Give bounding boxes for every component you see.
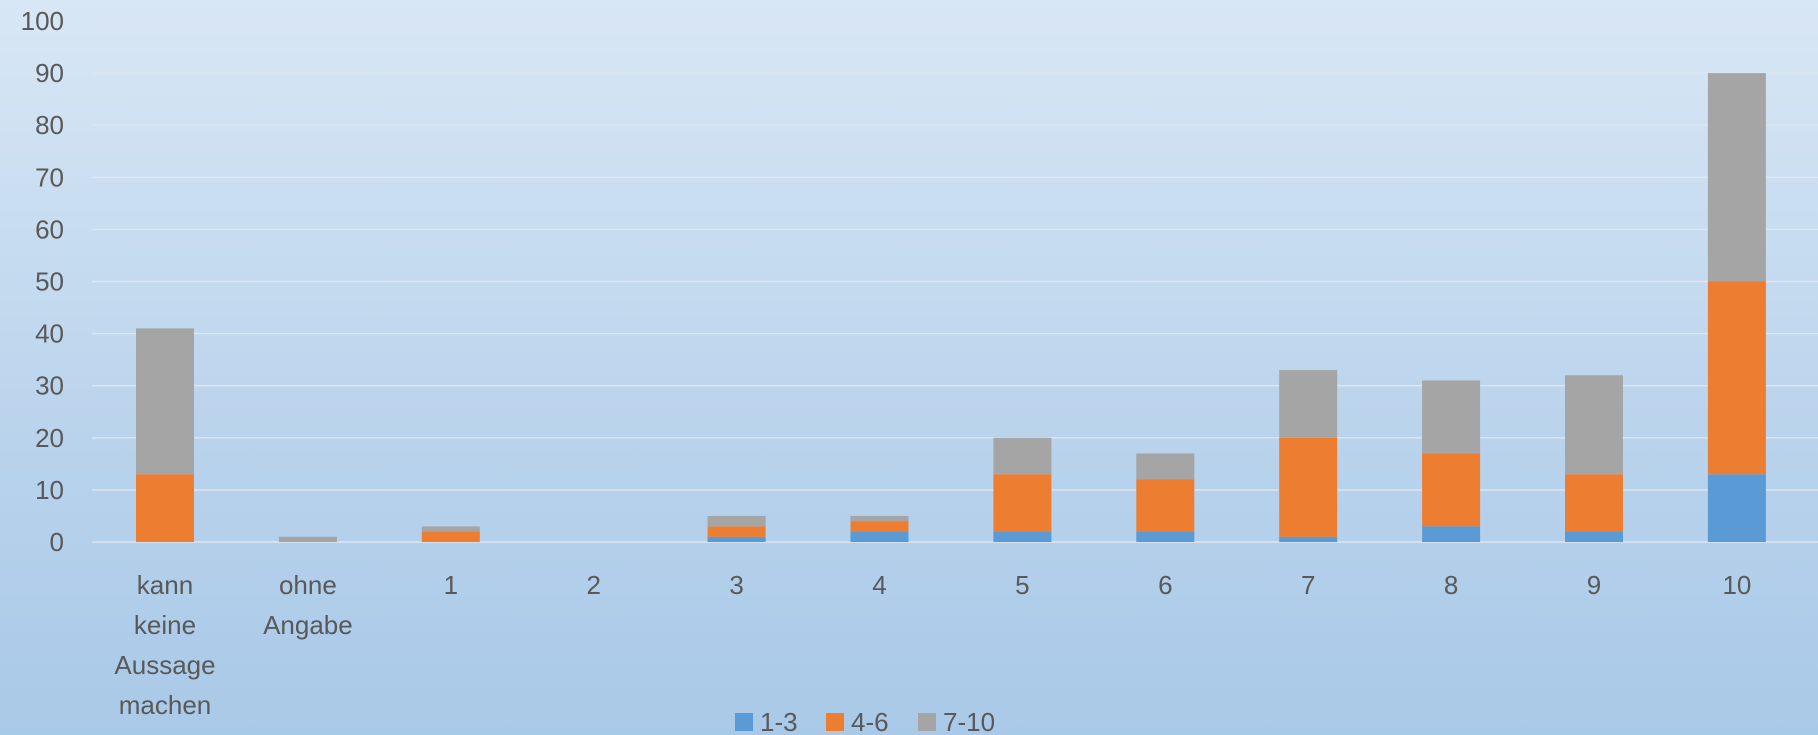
- y-tick-label: 10: [35, 475, 64, 505]
- x-tick-label-line: keine: [134, 610, 196, 640]
- legend: 1-3 4-6 7-10: [735, 707, 995, 735]
- x-tick-label-line: 7: [1301, 570, 1315, 600]
- bar-segment-1-3: [1565, 531, 1623, 542]
- y-axis: 0 10 20 30 40 50 60 70 80 90 100: [21, 6, 64, 557]
- bar-segment-4-6: [993, 474, 1052, 532]
- bar-segment-7-10: [278, 536, 337, 542]
- bar-segment-7-10: [1136, 453, 1195, 480]
- x-tick-label: 9: [1587, 570, 1601, 600]
- x-tick-label: kann keine Aussage machen: [114, 570, 215, 720]
- bar-segment-4-6: [850, 521, 909, 532]
- bar-segment-1-3: [1136, 531, 1195, 542]
- x-tick-label-line: 4: [872, 570, 886, 600]
- x-tick-label-line: 8: [1444, 570, 1458, 600]
- x-tick-label-line: 3: [729, 570, 743, 600]
- bars: [136, 73, 1766, 542]
- x-tick-label-line: Angabe: [263, 610, 353, 640]
- bar-segment-7-10: [993, 437, 1052, 475]
- bar-segment-1-3: [993, 531, 1052, 542]
- y-tick-label: 100: [21, 6, 64, 36]
- x-tick-label: ohne Angabe: [263, 570, 353, 640]
- y-tick-label: 0: [50, 527, 64, 557]
- bar-segment-4-6: [1136, 479, 1195, 532]
- bar-segment-1-3: [1707, 474, 1766, 542]
- x-tick-label-line: machen: [119, 690, 212, 720]
- x-tick-label: 1: [444, 570, 458, 600]
- bar-segment-7-10: [1279, 370, 1338, 438]
- bar-segment-4-6: [421, 531, 480, 542]
- legend-label: 1-3: [760, 707, 798, 735]
- x-tick-label-line: 5: [1015, 570, 1029, 600]
- bar-segment-4-6: [1422, 453, 1481, 527]
- bar-segment-4-6: [1279, 437, 1338, 537]
- x-tick-label-line: Aussage: [114, 650, 215, 680]
- legend-swatch: [826, 713, 844, 731]
- y-tick-label: 70: [35, 162, 64, 192]
- x-tick-label: 7: [1301, 570, 1315, 600]
- y-tick-label: 40: [35, 319, 64, 349]
- bar-segment-1-3: [1422, 526, 1481, 542]
- x-tick-label-line: 1: [444, 570, 458, 600]
- x-tick-label: 2: [586, 570, 600, 600]
- y-tick-label: 90: [35, 58, 64, 88]
- y-tick-label: 50: [35, 267, 64, 297]
- bar-segment-7-10: [1707, 73, 1766, 282]
- x-tick-label: 4: [872, 570, 886, 600]
- gridlines: [92, 20, 1818, 543]
- legend-label: 4-6: [851, 707, 889, 735]
- bar-segment-7-10: [1565, 375, 1623, 475]
- x-tick-label: 3: [729, 570, 743, 600]
- x-tick-label-line: ohne: [279, 570, 337, 600]
- bar-segment-1-3: [850, 531, 909, 542]
- x-tick-label: 5: [1015, 570, 1029, 600]
- legend-swatch: [735, 713, 753, 731]
- x-tick-label: 8: [1444, 570, 1458, 600]
- x-tick-label-line: 10: [1722, 570, 1751, 600]
- x-tick-label-line: 6: [1158, 570, 1172, 600]
- bar-segment-7-10: [1422, 380, 1481, 454]
- bar-segment-4-6: [1565, 474, 1623, 532]
- y-tick-label: 80: [35, 110, 64, 140]
- x-tick-label-line: 9: [1587, 570, 1601, 600]
- x-axis: kann keine Aussage machen ohne Angabe 1 2 3 4 5 6 7 8…: [114, 570, 1751, 720]
- legend-swatch: [918, 713, 936, 731]
- bar-segment-7-10: [707, 515, 766, 527]
- bar-segment-1-3: [707, 536, 766, 542]
- bar-segment-7-10: [421, 526, 480, 532]
- y-tick-label: 30: [35, 371, 64, 401]
- bar-segment-4-6: [707, 526, 766, 537]
- x-tick-label-line: kann: [137, 570, 193, 600]
- x-tick-label-line: 2: [586, 570, 600, 600]
- bar-segment-7-10: [136, 328, 194, 475]
- y-tick-label: 20: [35, 423, 64, 453]
- x-tick-label: 6: [1158, 570, 1172, 600]
- legend-label: 7-10: [943, 707, 995, 735]
- bar-segment-1-3: [1279, 536, 1338, 542]
- bar-segment-4-6: [1707, 281, 1766, 475]
- bar-segment-4-6: [136, 474, 194, 542]
- y-tick-label: 60: [35, 214, 64, 244]
- x-tick-label: 10: [1722, 570, 1751, 600]
- bar-segment-7-10: [850, 515, 909, 522]
